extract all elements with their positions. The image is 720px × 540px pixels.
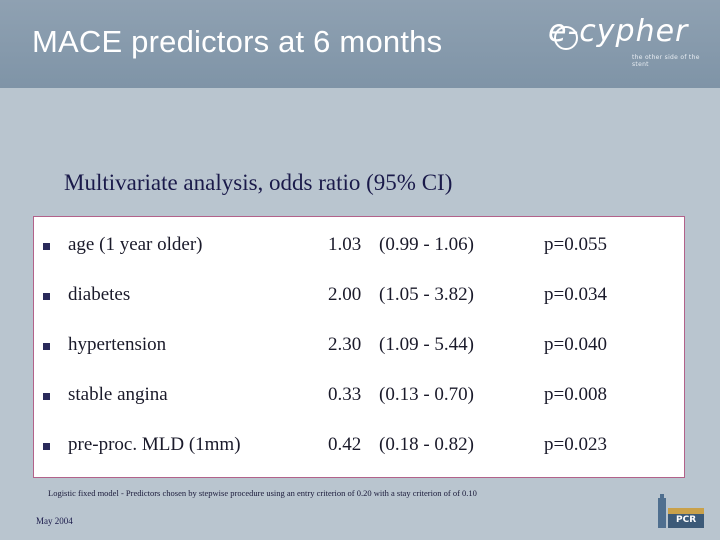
footnote: Logistic fixed model - Predictors chosen… <box>48 488 477 498</box>
pcr-tower-icon <box>658 494 704 528</box>
odds-ratio: 1.03 <box>328 234 362 255</box>
variable-name: stable angina <box>68 384 168 405</box>
square-bullet-icon <box>43 243 50 250</box>
slide-title: MACE predictors at 6 months <box>32 24 443 59</box>
table-row: pre-proc. MLD (1mm) 0.42 (0.18 - 0.82) p… <box>34 434 684 464</box>
p-value: p=0.040 <box>544 334 607 355</box>
square-bullet-icon <box>43 393 50 400</box>
logo-tagline: the other side of the stent <box>632 54 700 68</box>
variable-name: pre-proc. MLD (1mm) <box>68 434 241 455</box>
results-table: age (1 year older) 1.03 (0.99 - 1.06) p=… <box>33 216 685 478</box>
variable-name: diabetes <box>68 284 131 305</box>
table-row: diabetes 2.00 (1.05 - 3.82) p=0.034 <box>34 284 684 314</box>
e-cypher-logo: e-cypher the other side of the stent <box>548 14 718 68</box>
square-bullet-icon <box>43 343 50 350</box>
odds-ratio: 0.33 <box>328 384 362 405</box>
square-bullet-icon <box>43 293 50 300</box>
p-value: p=0.008 <box>544 384 607 405</box>
table-row: stable angina 0.33 (0.13 - 0.70) p=0.008 <box>34 384 684 414</box>
confidence-interval: (0.13 - 0.70) <box>379 384 474 405</box>
p-value: p=0.023 <box>544 434 607 455</box>
odds-ratio: 2.30 <box>328 334 362 355</box>
logo-e-mark-icon <box>554 26 578 50</box>
table-row: hypertension 2.30 (1.09 - 5.44) p=0.040 <box>34 334 684 364</box>
confidence-interval: (1.05 - 3.82) <box>379 284 474 305</box>
variable-name: hypertension <box>68 334 167 355</box>
pcr-logo: PCR <box>654 494 708 530</box>
pcr-logo-label: PCR <box>676 515 697 525</box>
slide-date: May 2004 <box>36 516 73 526</box>
variable-name: age (1 year older) <box>68 234 203 255</box>
confidence-interval: (0.99 - 1.06) <box>379 234 474 255</box>
p-value: p=0.034 <box>544 284 607 305</box>
odds-ratio: 2.00 <box>328 284 362 305</box>
confidence-interval: (0.18 - 0.82) <box>379 434 474 455</box>
p-value: p=0.055 <box>544 234 607 255</box>
table-row: age (1 year older) 1.03 (0.99 - 1.06) p=… <box>34 234 684 264</box>
logo-wordmark: e-cypher <box>548 14 689 49</box>
odds-ratio: 0.42 <box>328 434 362 455</box>
confidence-interval: (1.09 - 5.44) <box>379 334 474 355</box>
subtitle: Multivariate analysis, odds ratio (95% C… <box>64 170 453 195</box>
square-bullet-icon <box>43 443 50 450</box>
slide-header: MACE predictors at 6 months e-cypher the… <box>0 0 720 88</box>
